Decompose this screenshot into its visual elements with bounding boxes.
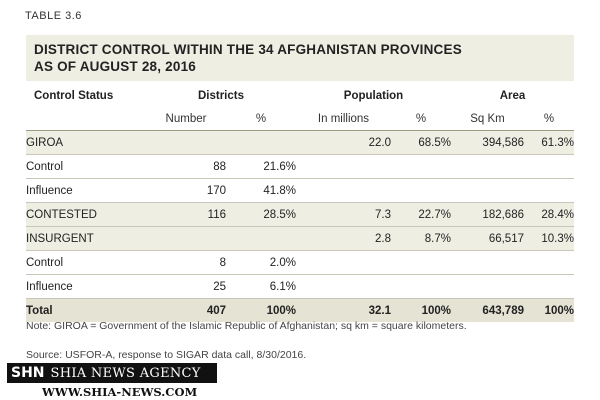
total-row: Total 407 100% 32.1 100% 643,789 100%	[26, 298, 574, 322]
total-area: 643,789	[451, 298, 524, 322]
watermark-agency-name: SHIA NEWS AGENCY	[50, 365, 201, 381]
table-title: DISTRICT CONTROL WITHIN THE 34 AFGHANIST…	[26, 35, 574, 81]
subheader-blank	[26, 107, 146, 131]
cell-districts-number: 8	[146, 250, 226, 275]
cell-districts-pct: 21.6%	[226, 154, 296, 179]
watermark-banner: SHN SHIA NEWS AGENCY	[7, 363, 217, 383]
total-population-pct: 100%	[391, 298, 451, 322]
row-label: INSURGENT	[26, 226, 146, 251]
header-row: Control Status Districts Population Area	[26, 84, 574, 107]
row-label: Influence	[26, 274, 146, 299]
watermark-abbr: SHN	[11, 365, 45, 381]
total-label: Total	[26, 298, 146, 322]
table-row: CONTESTED 116 28.5% 7.3 22.7% 182,686 28…	[26, 202, 574, 227]
cell-districts-number: 25	[146, 274, 226, 299]
cell-area-pct: 10.3%	[524, 226, 574, 251]
subheader-row: Number % In millions % Sq Km %	[26, 107, 574, 131]
cell-districts-number: 116	[146, 202, 226, 227]
row-label: GIROA	[26, 130, 146, 155]
cell-area: 66,517	[451, 226, 524, 251]
cell-population-pct: 8.7%	[391, 226, 451, 251]
table-label: TABLE 3.6	[25, 10, 82, 22]
watermark-url: WWW.SHIA-NEWS.COM	[42, 385, 198, 399]
table-row: Control 8 2.0%	[26, 250, 574, 275]
cell-area: 394,586	[451, 130, 524, 155]
header-districts: Districts	[197, 89, 245, 102]
total-districts-pct: 100%	[226, 298, 296, 322]
total-area-pct: 100%	[524, 298, 574, 322]
cell-districts-pct	[226, 226, 296, 251]
cell-districts-number: 88	[146, 154, 226, 179]
cell-districts-pct: 41.8%	[226, 178, 296, 203]
cell-population-pct	[391, 178, 451, 203]
cell-districts-pct	[226, 130, 296, 155]
cell-area-pct: 61.3%	[524, 130, 574, 155]
row-label: CONTESTED	[26, 202, 146, 227]
subheader-number: Number	[146, 107, 226, 131]
cell-area: 182,686	[451, 202, 524, 227]
cell-population: 2.8	[296, 226, 391, 251]
table-source: Source: USFOR-A, response to SIGAR data …	[26, 349, 307, 361]
subheader-sq-km: Sq Km	[451, 107, 524, 131]
cell-districts-pct: 28.5%	[226, 202, 296, 227]
total-population: 32.1	[296, 298, 391, 322]
cell-area	[451, 250, 524, 275]
title-line-2: AS OF AUGUST 28, 2016	[34, 59, 197, 74]
cell-districts-pct: 2.0%	[226, 250, 296, 275]
table-row: GIROA 22.0 68.5% 394,586 61.3%	[26, 130, 574, 155]
table-row: INSURGENT 2.8 8.7% 66,517 10.3%	[26, 226, 574, 251]
total-districts-number: 407	[146, 298, 226, 322]
cell-population-pct: 68.5%	[391, 130, 451, 155]
cell-population	[296, 250, 391, 275]
subheader-in-millions: In millions	[296, 107, 391, 131]
cell-area	[451, 154, 524, 179]
cell-population-pct: 22.7%	[391, 202, 451, 227]
cell-population-pct	[391, 154, 451, 179]
table-row: Influence 170 41.8%	[26, 178, 574, 203]
cell-area-pct: 28.4%	[524, 202, 574, 227]
cell-area-pct	[524, 178, 574, 203]
table-note: Note: GIROA = Government of the Islamic …	[26, 320, 467, 332]
cell-population-pct	[391, 274, 451, 299]
title-line-1: DISTRICT CONTROL WITHIN THE 34 AFGHANIST…	[34, 42, 462, 57]
cell-area-pct	[524, 250, 574, 275]
cell-population: 22.0	[296, 130, 391, 155]
cell-districts-pct: 6.1%	[226, 274, 296, 299]
row-label: Control	[26, 250, 146, 275]
cell-population: 7.3	[296, 202, 391, 227]
table-row: Influence 25 6.1%	[26, 274, 574, 299]
cell-area	[451, 274, 524, 299]
cell-districts-number	[146, 130, 226, 155]
cell-area	[451, 178, 524, 203]
header-area: Area	[499, 89, 526, 102]
subheader-pct: %	[391, 107, 451, 131]
cell-districts-number: 170	[146, 178, 226, 203]
row-label: Control	[26, 154, 146, 179]
cell-population	[296, 178, 391, 203]
header-control-status: Control Status	[34, 89, 114, 102]
header-population: Population	[343, 89, 404, 102]
row-label: Influence	[26, 178, 146, 203]
subheader-pct: %	[524, 107, 574, 131]
cell-population	[296, 154, 391, 179]
cell-area-pct	[524, 274, 574, 299]
subheader-pct: %	[226, 107, 296, 131]
cell-area-pct	[524, 154, 574, 179]
cell-population-pct	[391, 250, 451, 275]
table-row: Control 88 21.6%	[26, 154, 574, 179]
district-control-table: Control Status Districts Population Area…	[26, 84, 574, 322]
cell-population	[296, 274, 391, 299]
cell-districts-number	[146, 226, 226, 251]
